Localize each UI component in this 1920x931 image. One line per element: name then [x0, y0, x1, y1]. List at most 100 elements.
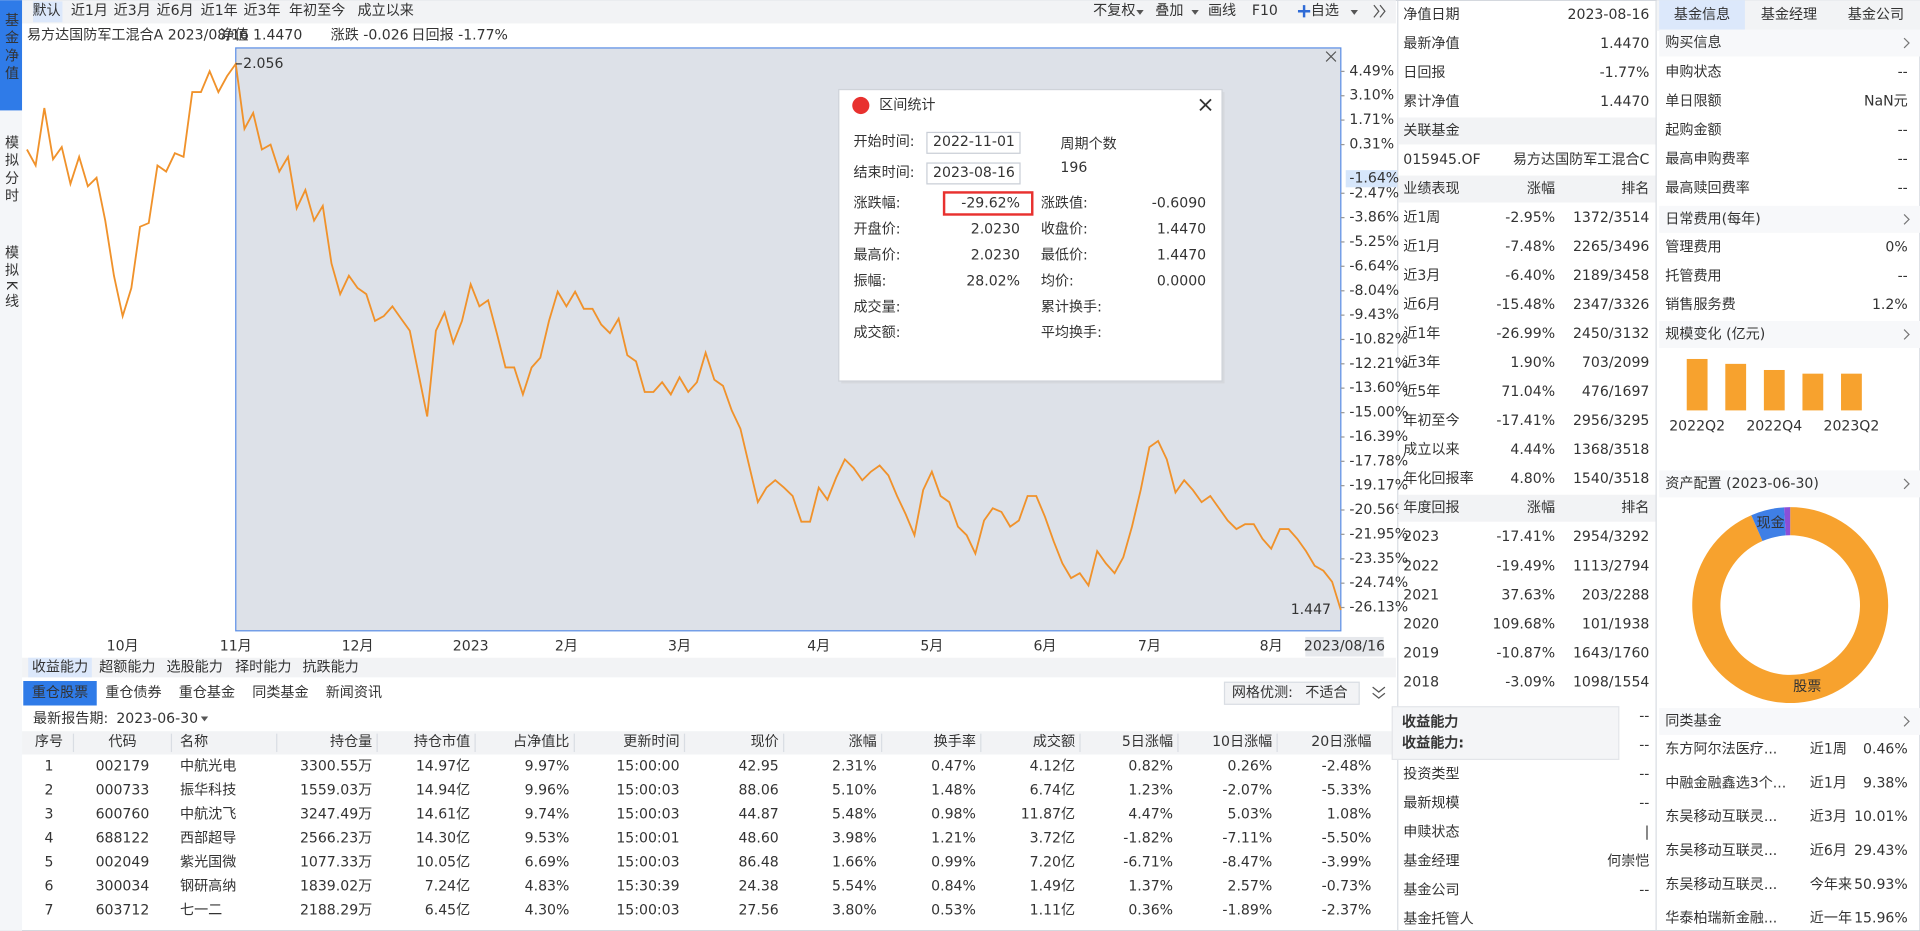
holdings-tab[interactable]: 重仓债券	[105, 685, 161, 701]
perf-label: 2020	[1403, 616, 1439, 632]
info-tab[interactable]: 基金经理	[1761, 6, 1817, 23]
date-value[interactable]: 2022-11-01	[933, 134, 1015, 150]
tool-button[interactable]: 叠加	[1155, 3, 1183, 19]
table-cell: 3	[44, 807, 53, 823]
tool-button[interactable]: 不复权	[1093, 2, 1135, 19]
period-button[interactable]: 近3月	[114, 3, 151, 19]
period-button[interactable]: 近6月	[157, 3, 194, 19]
highlight-box	[942, 191, 1034, 216]
column-title: 涨幅	[1527, 500, 1555, 516]
info-value: --	[1639, 737, 1649, 753]
sidebar-tab[interactable]: 模拟K线	[3, 245, 19, 311]
chevron	[1903, 716, 1910, 727]
sidebar-tab[interactable]: 基金净值	[3, 12, 19, 84]
period-active	[33, 1, 63, 23]
date-input	[926, 162, 1021, 185]
x-cursor-label: 2023/08/16	[1304, 639, 1385, 655]
filter-value[interactable]: 不适合	[1305, 685, 1347, 701]
table-cell: 14.30亿	[416, 831, 470, 847]
close-icon[interactable]	[1325, 51, 1337, 62]
info-value: --	[1639, 795, 1649, 811]
table-cell: 0.82%	[1128, 759, 1173, 775]
period-button[interactable]: 成立以来	[358, 3, 414, 19]
peer-name[interactable]: 东吴移动互联灵...	[1665, 809, 1777, 825]
perf-change: 109.68%	[1492, 616, 1555, 632]
table-cell[interactable]: 西部超导	[180, 831, 236, 847]
table-cell: 3300.55万	[300, 759, 372, 775]
table-header-cell: 更新时间	[623, 734, 679, 750]
period-button[interactable]: 年初至今	[289, 2, 345, 19]
tool-button[interactable]: F10	[1252, 3, 1278, 19]
x-tick-label: 3月	[668, 639, 691, 655]
ability-tab[interactable]: 抗跌能力	[302, 660, 358, 676]
table-cell[interactable]: 钢研高纳	[180, 878, 236, 895]
y-tick-label: -5.25%	[1349, 234, 1399, 250]
ability-bar	[22, 657, 1396, 678]
tool-button[interactable]: 画线	[1208, 3, 1236, 19]
info-label: 最新规模	[1403, 795, 1459, 811]
info-value: NaN元	[1864, 93, 1908, 109]
count-label: 周期个数	[1060, 137, 1116, 153]
table-cell[interactable]: 七一二	[180, 903, 222, 919]
pie-slice	[1751, 507, 1786, 542]
peer-name[interactable]: 中融金融鑫选3个...	[1665, 774, 1786, 791]
table-cell: -5.33%	[1322, 783, 1372, 799]
ability-tab[interactable]: 选股能力	[167, 660, 223, 676]
date-value[interactable]: 2023-08-16	[933, 165, 1015, 181]
table-cell: 9.96%	[525, 783, 570, 799]
peer-name[interactable]: 东吴移动互联灵...	[1665, 877, 1777, 893]
period-button[interactable]: 近1年	[201, 3, 238, 19]
info-tab[interactable]: 基金公司	[1848, 6, 1904, 23]
period-button[interactable]: 近3年	[243, 3, 280, 19]
related-name[interactable]: 易方达国防军工混合C	[1513, 152, 1650, 168]
info-tab[interactable]: 基金信息	[1674, 6, 1730, 23]
info-value: --	[1639, 882, 1649, 898]
perf-label: 2023	[1403, 529, 1439, 545]
table-cell: 002049	[96, 855, 150, 871]
ability-tab[interactable]: 择时能力	[235, 660, 291, 676]
perf-change: -3.09%	[1505, 674, 1555, 690]
min-label: 1.447	[1291, 602, 1331, 618]
report-label: 最新报告期:	[33, 711, 108, 727]
info-value: 0%	[1885, 240, 1907, 256]
x-tick-label: 5月	[920, 639, 943, 655]
peer-name[interactable]: 东方阿尔法医疗...	[1665, 742, 1777, 758]
holdings-tab[interactable]: 重仓基金	[179, 684, 235, 701]
perf-label: 近1月	[1403, 239, 1440, 255]
current-marker	[1345, 170, 1398, 188]
y-tick-label: 3.10%	[1349, 88, 1394, 104]
table-cell[interactable]: 中航沈飞	[180, 807, 236, 823]
related-code: 015945.OF	[1403, 152, 1480, 168]
info-value: --	[1639, 708, 1649, 724]
sidebar-tab[interactable]: 模拟分时	[3, 135, 19, 206]
peer-name[interactable]: 华泰柏瑞新金融...	[1665, 911, 1777, 927]
perf-label: 近3月	[1403, 268, 1440, 284]
perf-rank: 703/2099	[1582, 355, 1649, 371]
ability-tab[interactable]: 超额能力	[99, 660, 155, 676]
table-cell[interactable]: 中航光电	[180, 759, 236, 775]
stat-label: 涨跌幅:	[853, 195, 900, 211]
popup-close[interactable]	[1199, 98, 1212, 112]
holdings-tab[interactable]: 新闻资讯	[326, 685, 382, 701]
section-title: 购买信息	[1665, 34, 1721, 51]
table-cell: -2.07%	[1222, 783, 1272, 799]
table-cell: 42.95	[738, 759, 778, 775]
info-value: --	[1639, 766, 1649, 782]
stat-label: 均价:	[1041, 273, 1074, 289]
peer-period: 近1月	[1810, 775, 1847, 791]
period-button[interactable]: 近1月	[71, 3, 108, 19]
info-value: 2023-08-16	[1568, 7, 1650, 23]
report-value[interactable]: 2023-06-30	[116, 711, 198, 727]
holdings-tab[interactable]: 同类基金	[252, 684, 308, 701]
perf-rank: 1372/3514	[1573, 210, 1649, 226]
table-cell: 5	[44, 855, 53, 871]
period-button[interactable]: 默认	[32, 3, 60, 19]
table-cell[interactable]: 振华科技	[180, 783, 236, 799]
tool-button[interactable]: 自选	[1311, 3, 1339, 19]
chevron	[1903, 329, 1910, 340]
popup-title: 区间统计	[879, 98, 935, 114]
holdings-tab[interactable]: 重仓股票	[32, 685, 88, 701]
peer-name[interactable]: 东吴移动互联灵...	[1665, 843, 1777, 859]
table-cell[interactable]: 紫光国微	[180, 855, 236, 871]
ability-tab[interactable]: 收益能力	[32, 660, 88, 676]
